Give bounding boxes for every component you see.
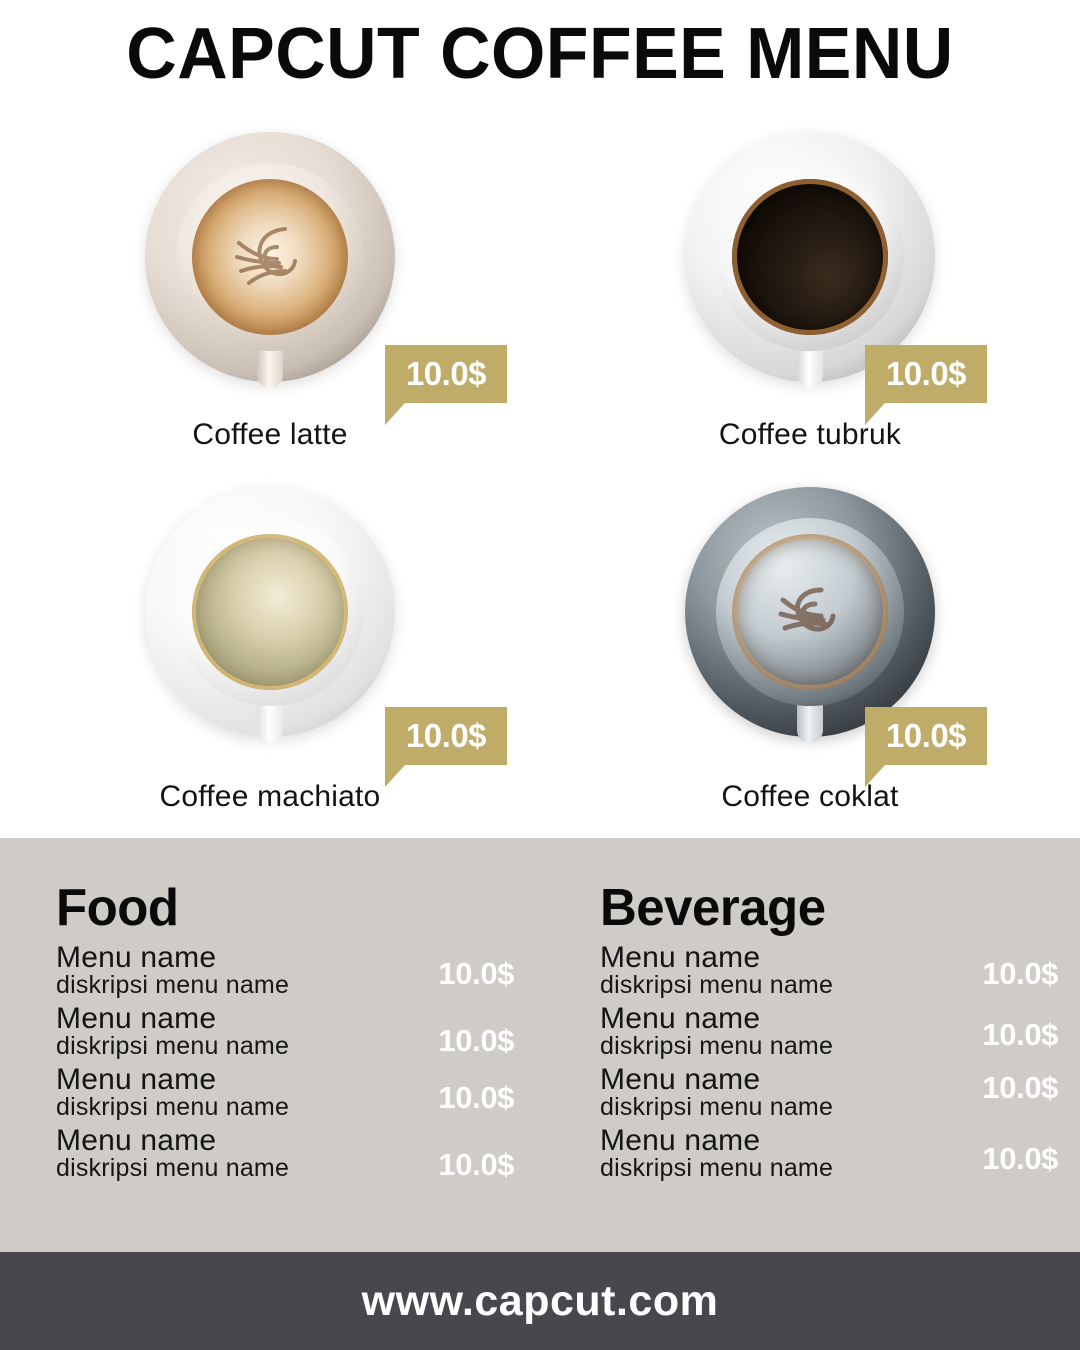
tubruk-cup-image	[685, 132, 935, 388]
price-label: 10.0$	[405, 717, 487, 754]
coffee-item-card[interactable]: 10.0$ Coffee tubruk	[540, 130, 1080, 480]
menu-item-price: 10.0$	[438, 1080, 514, 1115]
latte-cup-image	[145, 132, 395, 388]
coffee-item-name: Coffee latte	[192, 418, 348, 451]
cup-handle-shape	[797, 699, 823, 743]
menu-list-item[interactable]: Menu name diskripsi menu name 10.0$	[56, 1003, 526, 1064]
price-bubble[interactable]: 10.0$	[385, 345, 507, 425]
bubble-body-shape	[865, 707, 987, 765]
latte-art-icon	[778, 587, 836, 632]
bubble-tail-shape	[385, 765, 405, 787]
menu-item-name: Menu name	[600, 941, 761, 974]
coffee-item-name: Coffee machiato	[159, 780, 381, 813]
menu-item-name: Menu name	[600, 1063, 761, 1096]
coklat-cup-image	[685, 487, 935, 743]
menu-item-price: 10.0$	[982, 1141, 1058, 1176]
menu-item-desc: diskripsi menu name	[600, 1093, 834, 1121]
menu-list-item[interactable]: Menu name diskripsi menu name 10.0$	[600, 1064, 1070, 1125]
website-url[interactable]: www.capcut.com	[361, 1276, 719, 1325]
menu-item-name: Menu name	[56, 1124, 217, 1157]
cup-rim-shape	[716, 518, 904, 706]
coffee-liquid-shape	[192, 179, 348, 335]
coffee-liquid-shape	[732, 179, 888, 335]
menu-list-item[interactable]: Menu name diskripsi menu name 10.0$	[600, 1003, 1070, 1064]
machiato-cup-image	[145, 487, 395, 743]
coffee-item-card[interactable]: 10.0$ Coffee coklat	[540, 485, 1080, 835]
page-title: CAPCUT COFFEE MENU	[126, 14, 954, 94]
menu-list-item[interactable]: Menu name diskripsi menu name 10.0$	[56, 1125, 526, 1186]
coffee-item-name: Coffee coklat	[721, 780, 899, 813]
price-label: 10.0$	[885, 717, 967, 754]
bubble-body-shape	[385, 345, 507, 403]
bubble-body-shape	[865, 345, 987, 403]
coffee-item-card[interactable]: 10.0$ Coffee latte	[0, 130, 540, 480]
menu-item-name: Menu name	[56, 1063, 217, 1096]
menu-item-desc: diskripsi menu name	[600, 1154, 834, 1182]
beverage-heading: Beverage	[600, 879, 826, 937]
coffee-item-card[interactable]: 10.0$ Coffee machiato	[0, 485, 540, 835]
menu-item-desc: diskripsi menu name	[56, 971, 290, 999]
price-label: 10.0$	[405, 355, 487, 392]
price-label: 10.0$	[885, 355, 967, 392]
coffee-liquid-shape	[732, 534, 888, 690]
cup-handle-shape	[257, 344, 283, 388]
bubble-tail-shape	[865, 765, 885, 787]
menu-item-price: 10.0$	[982, 1017, 1058, 1052]
food-heading: Food	[56, 879, 179, 937]
menu-item-desc: diskripsi menu name	[56, 1154, 290, 1182]
menu-item-name: Menu name	[600, 1002, 761, 1035]
coffee-showcase-grid: 10.0$ Coffee latte 10.0$ Coffee tubruk	[0, 130, 1080, 830]
menu-item-name: Menu name	[56, 1002, 217, 1035]
menu-item-desc: diskripsi menu name	[600, 971, 834, 999]
menu-item-price: 10.0$	[438, 956, 514, 991]
bubble-tail-shape	[865, 403, 885, 425]
menu-item-desc: diskripsi menu name	[56, 1032, 290, 1060]
price-bubble[interactable]: 10.0$	[865, 707, 987, 787]
menu-item-price: 10.0$	[438, 1023, 514, 1058]
menu-item-price: 10.0$	[982, 956, 1058, 991]
menu-list-item[interactable]: Menu name diskripsi menu name 10.0$	[600, 942, 1070, 1003]
menu-list-item[interactable]: Menu name diskripsi menu name 10.0$	[56, 1064, 526, 1125]
food-column: Food Menu name diskripsi menu name 10.0$…	[56, 882, 526, 1186]
menu-list-item[interactable]: Menu name diskripsi menu name 10.0$	[56, 942, 526, 1003]
menu-item-desc: diskripsi menu name	[600, 1032, 834, 1060]
menu-item-name: Menu name	[600, 1124, 761, 1157]
latte-art-icon	[235, 227, 297, 285]
menu-item-desc: diskripsi menu name	[56, 1093, 290, 1121]
menu-item-price: 10.0$	[982, 1070, 1058, 1105]
bubble-tail-shape	[385, 403, 405, 425]
coffee-item-name: Coffee tubruk	[718, 418, 902, 451]
menu-lists-section: Food Menu name diskripsi menu name 10.0$…	[0, 838, 1080, 1252]
beverage-column: Beverage Menu name diskripsi menu name 1…	[600, 882, 1070, 1186]
coffee-liquid-shape	[192, 534, 348, 690]
menu-item-price: 10.0$	[438, 1147, 514, 1182]
bubble-body-shape	[385, 707, 507, 765]
menu-item-name: Menu name	[56, 941, 217, 974]
footer-bar: www.capcut.com	[0, 1252, 1080, 1350]
cup-handle-shape	[797, 344, 823, 388]
price-bubble[interactable]: 10.0$	[385, 707, 507, 787]
menu-list-item[interactable]: Menu name diskripsi menu name 10.0$	[600, 1125, 1070, 1186]
price-bubble[interactable]: 10.0$	[865, 345, 987, 425]
cup-handle-shape	[257, 699, 283, 743]
